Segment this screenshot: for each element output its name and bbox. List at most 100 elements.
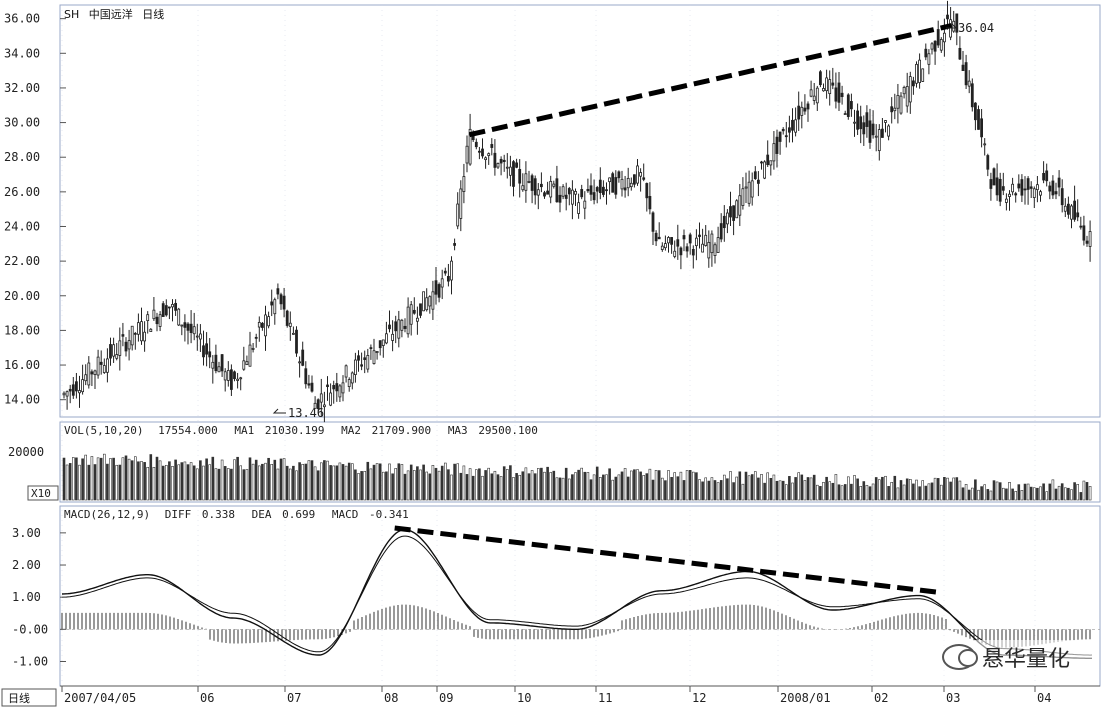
- candle-body: [338, 385, 342, 398]
- candle-body: [276, 288, 280, 295]
- volume-bar: [747, 475, 751, 501]
- volume-bar: [784, 484, 788, 501]
- candle-body: [171, 304, 174, 308]
- volume-bar: [946, 477, 949, 501]
- candle-body: [642, 177, 646, 180]
- volume-bar: [304, 463, 308, 501]
- volume-bar: [363, 470, 367, 501]
- candle-body: [664, 243, 667, 249]
- volume-bar: [422, 464, 425, 501]
- volume-bar: [425, 471, 429, 501]
- candle-body: [558, 194, 562, 203]
- volume-bar: [772, 474, 776, 501]
- volume-bar: [202, 465, 205, 501]
- volume-bar: [815, 484, 819, 501]
- period-corner-box[interactable]: [1, 688, 57, 707]
- candle-body: [921, 68, 925, 82]
- macd-dea-value: 0.699: [282, 508, 315, 521]
- volume-bar: [1042, 483, 1045, 501]
- price-header: SH 中国远洋 日线: [64, 7, 164, 21]
- candle-body: [298, 361, 302, 364]
- volume-bar: [130, 460, 134, 501]
- candle-body: [496, 163, 500, 168]
- candle-body: [648, 196, 652, 210]
- candle-body: [633, 174, 636, 185]
- volume-unit-box: [27, 485, 59, 501]
- candle-body: [1017, 183, 1021, 189]
- candle-body: [341, 382, 345, 394]
- volume-bar: [434, 467, 438, 501]
- candle-body: [806, 103, 810, 110]
- price-tick-label: 18.00: [4, 323, 40, 337]
- volume-bar: [285, 465, 289, 501]
- volume-bar: [493, 470, 497, 501]
- volume-bar: [375, 463, 379, 501]
- candle-body: [146, 314, 150, 322]
- volume-bar: [905, 478, 909, 501]
- candle-body: [428, 296, 432, 307]
- candle-body: [1014, 193, 1018, 196]
- candle-body: [536, 189, 540, 196]
- candle-body: [1088, 231, 1092, 247]
- volume-bar: [980, 486, 983, 501]
- candle-body: [859, 116, 863, 130]
- candle-body: [437, 284, 441, 298]
- volume-bar: [152, 467, 156, 501]
- candle-body: [651, 212, 655, 232]
- candle-body: [167, 306, 171, 309]
- volume-bar: [546, 466, 549, 501]
- candle-body: [465, 145, 469, 164]
- candle-body: [90, 371, 94, 375]
- volume-bar: [391, 473, 394, 501]
- candle-body: [654, 232, 658, 242]
- volume-bar: [245, 469, 249, 501]
- volume-bar: [1017, 484, 1021, 501]
- candle-body: [353, 359, 357, 375]
- volume-bar: [682, 480, 686, 501]
- candle-body: [174, 302, 178, 311]
- macd-tick-label: 3.00: [12, 526, 41, 540]
- candle-body: [676, 239, 680, 247]
- candle-body: [130, 325, 134, 346]
- volume-bar: [264, 462, 267, 501]
- candle-body: [729, 206, 732, 218]
- volume-bar: [319, 462, 323, 501]
- volume-bar: [518, 474, 522, 501]
- volume-bar: [90, 456, 94, 501]
- candle-body: [936, 29, 940, 46]
- candle-body: [766, 154, 770, 166]
- stock-name: 中国远洋: [89, 7, 133, 21]
- volume-unit-label: X10: [31, 487, 51, 500]
- volume-bar: [301, 463, 305, 501]
- candle-body: [394, 321, 398, 332]
- candle-body: [614, 177, 618, 195]
- macd-indicator-name: MACD(26,12,9): [64, 508, 150, 521]
- candle-body: [397, 319, 401, 339]
- candle-body: [986, 155, 990, 170]
- candle-body: [530, 175, 534, 191]
- candle-body: [865, 112, 869, 127]
- candle-body: [1082, 225, 1086, 241]
- x-tick-label: 04: [1037, 691, 1051, 705]
- candle-body: [918, 59, 921, 84]
- candle-body: [375, 351, 379, 354]
- volume-bar: [1005, 488, 1008, 501]
- candle-body: [78, 390, 81, 394]
- volume-bar: [112, 457, 115, 501]
- volume-bar: [381, 471, 385, 501]
- volume-bar: [626, 476, 630, 501]
- volume-bar: [732, 482, 735, 501]
- volume-bar: [983, 484, 987, 501]
- candle-body: [109, 344, 112, 359]
- candle-body: [939, 39, 943, 51]
- candle-body: [307, 383, 311, 386]
- volume-bar: [958, 480, 962, 501]
- volume-bar: [930, 482, 934, 501]
- macd-dea-line: [61, 535, 1093, 656]
- macd-diff-line: [61, 529, 1092, 659]
- macd-lines: [61, 529, 1093, 659]
- candle-body: [459, 188, 463, 219]
- candle-body: [716, 237, 720, 253]
- volume-bar: [654, 470, 658, 501]
- volume-bar: [670, 477, 673, 501]
